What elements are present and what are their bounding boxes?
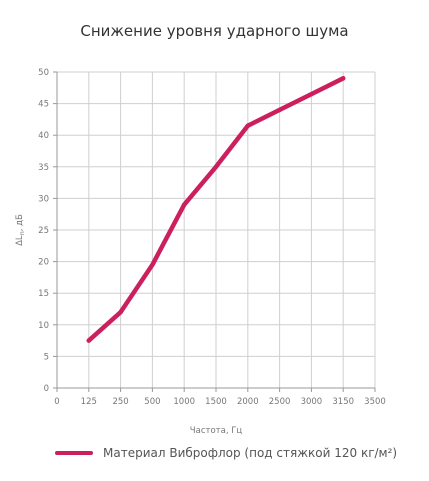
y-tick-label: 30 bbox=[38, 194, 49, 204]
data-point bbox=[182, 202, 187, 207]
data-point bbox=[150, 262, 155, 267]
legend-label: Материал Виброфлор (под стяжкой 120 кг/м… bbox=[103, 446, 398, 460]
x-tick-label: 3500 bbox=[364, 397, 386, 407]
y-axis-title-unit: , дБ bbox=[15, 214, 25, 231]
y-tick-label: 40 bbox=[38, 131, 49, 141]
x-tick-label: 125 bbox=[81, 397, 97, 407]
y-axis-title: ΔLn, дБ bbox=[15, 214, 26, 246]
y-tick-label: 10 bbox=[38, 321, 49, 331]
data-point bbox=[118, 309, 123, 315]
data-point bbox=[245, 123, 250, 128]
x-tick-label: 3150 bbox=[332, 397, 354, 407]
series-lines bbox=[86, 76, 346, 343]
tick-labels: 0 125 250 500 1000 1500 2000 2500 3000 3150 3500 0 5… bbox=[38, 68, 386, 407]
data-point bbox=[277, 107, 282, 113]
grid bbox=[57, 71, 376, 388]
x-tick-label: 2000 bbox=[237, 397, 259, 407]
y-tick-label: 15 bbox=[38, 289, 49, 299]
x-tick-label: 250 bbox=[112, 397, 128, 407]
y-tick-label: 25 bbox=[38, 226, 49, 236]
y-tick-label: 0 bbox=[44, 384, 49, 394]
y-tick-label: 20 bbox=[38, 258, 49, 268]
y-tick-label: 35 bbox=[38, 163, 49, 173]
y-axis-title-main: ΔL bbox=[15, 235, 25, 246]
axes bbox=[53, 71, 376, 392]
x-tick-label: 0 bbox=[54, 397, 59, 407]
x-tick-label: 500 bbox=[144, 397, 160, 407]
y-tick-label: 5 bbox=[44, 352, 49, 362]
data-point bbox=[309, 91, 314, 97]
legend-swatch bbox=[55, 451, 93, 455]
x-tick-label: 3000 bbox=[301, 397, 323, 407]
x-axis-title: Частота, Гц bbox=[190, 426, 243, 436]
data-point bbox=[341, 76, 346, 81]
x-tick-label: 2500 bbox=[269, 397, 291, 407]
chart-title: Снижение уровня ударного шума bbox=[80, 22, 349, 40]
y-tick-label: 50 bbox=[38, 68, 49, 78]
x-tick-label: 1000 bbox=[173, 397, 195, 407]
legend: Материал Виброфлор (под стяжкой 120 кг/м… bbox=[55, 446, 397, 460]
data-point bbox=[86, 338, 92, 343]
data-point bbox=[213, 164, 219, 169]
y-tick-label: 45 bbox=[38, 100, 49, 110]
y-axis-title-sub: n bbox=[18, 231, 26, 235]
x-tick-label: 1500 bbox=[205, 397, 227, 407]
